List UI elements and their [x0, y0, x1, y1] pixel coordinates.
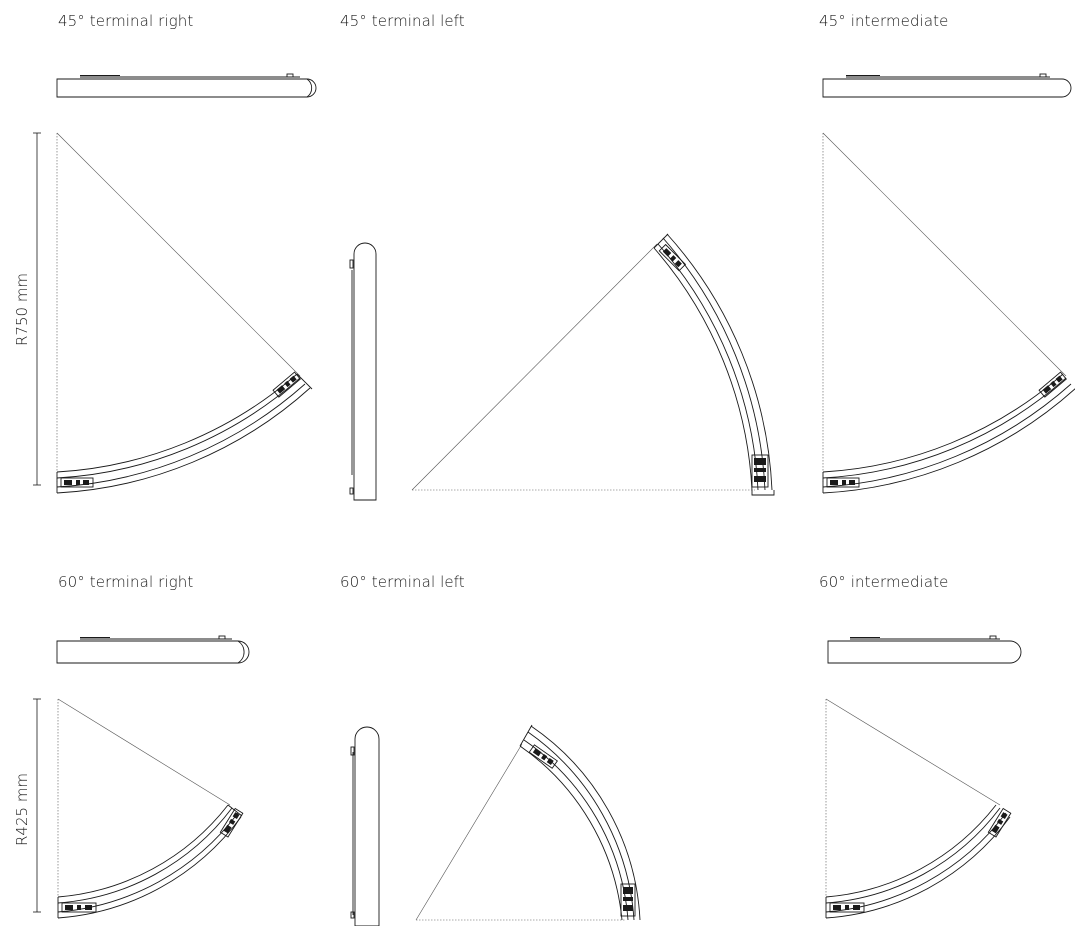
label-45-terminal-right: 45° terminal right	[58, 12, 194, 30]
side-profile-60-intermediate	[827, 635, 1022, 664]
side-profile-60-terminal-left	[350, 726, 380, 926]
label-45-terminal-left: 45° terminal left	[340, 12, 465, 30]
arc-view-60-intermediate	[825, 698, 1012, 919]
arc-view-45-intermediate	[822, 132, 1075, 494]
side-profile-45-terminal-right	[56, 73, 317, 98]
side-profile-60-terminal-right	[56, 635, 250, 664]
label-45-intermediate: 45° intermediate	[819, 12, 949, 30]
side-profile-45-intermediate	[822, 73, 1072, 98]
arc-view-45-terminal-left	[411, 233, 775, 496]
arc-view-45-terminal-right	[33, 132, 313, 494]
side-profile-45-terminal-left	[349, 242, 377, 501]
label-60-intermediate: 60° intermediate	[819, 573, 949, 591]
label-60-terminal-left: 60° terminal left	[340, 573, 465, 591]
label-60-terminal-right: 60° terminal right	[58, 573, 194, 591]
arc-view-60-terminal-left	[415, 724, 641, 921]
arc-view-60-terminal-right	[33, 698, 244, 919]
